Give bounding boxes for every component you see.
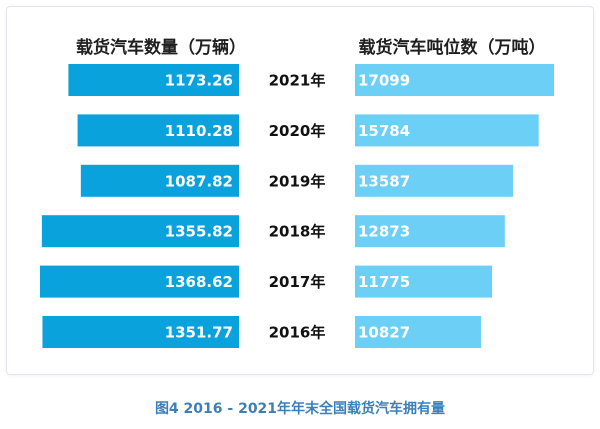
tonnage-label: 10827 xyxy=(358,324,410,342)
tonnage-label: 11775 xyxy=(358,273,410,291)
vehicle-count-label: 1173.26 xyxy=(165,72,233,90)
right-panel-title: 载货汽车吨位数（万吨） xyxy=(359,37,546,58)
tonnage-bar xyxy=(355,114,539,147)
year-label: 2017年 xyxy=(269,273,326,291)
tonnage-label: 17099 xyxy=(358,72,410,90)
vehicle-count-label: 1368.62 xyxy=(165,273,233,291)
vehicle-count-label: 1110.28 xyxy=(165,122,233,140)
vehicle-count-label: 1355.82 xyxy=(165,223,233,241)
vehicle-count-bar xyxy=(42,316,239,348)
tonnage-bar xyxy=(355,64,554,96)
year-label: 2021年 xyxy=(269,72,326,90)
left-panel-title: 载货汽车数量（万辆） xyxy=(76,37,246,58)
year-label: 2016年 xyxy=(269,324,326,342)
tonnage-bar xyxy=(355,316,482,348)
vehicle-count-label: 1351.77 xyxy=(165,324,233,342)
tonnage-bar xyxy=(355,215,505,248)
vehicle-count-bar xyxy=(41,215,239,248)
vehicle-count-bar xyxy=(40,265,239,298)
tonnage-label: 12873 xyxy=(358,223,410,241)
year-label: 2019年 xyxy=(269,172,326,190)
vehicle-count-bar xyxy=(68,64,239,96)
tonnage-bar xyxy=(355,164,514,197)
tonnage-bar xyxy=(355,265,493,298)
year-label: 2020年 xyxy=(269,122,326,140)
vehicle-count-bar xyxy=(77,114,239,147)
vehicle-count-label: 1087.82 xyxy=(165,172,233,190)
year-label: 2018年 xyxy=(269,223,326,241)
tonnage-label: 15784 xyxy=(358,122,410,140)
vehicle-count-bar xyxy=(80,164,240,197)
tonnage-label: 13587 xyxy=(358,172,410,190)
figure-caption: 图4 2016 - 2021年年末全国载货汽车拥有量 xyxy=(154,401,446,417)
